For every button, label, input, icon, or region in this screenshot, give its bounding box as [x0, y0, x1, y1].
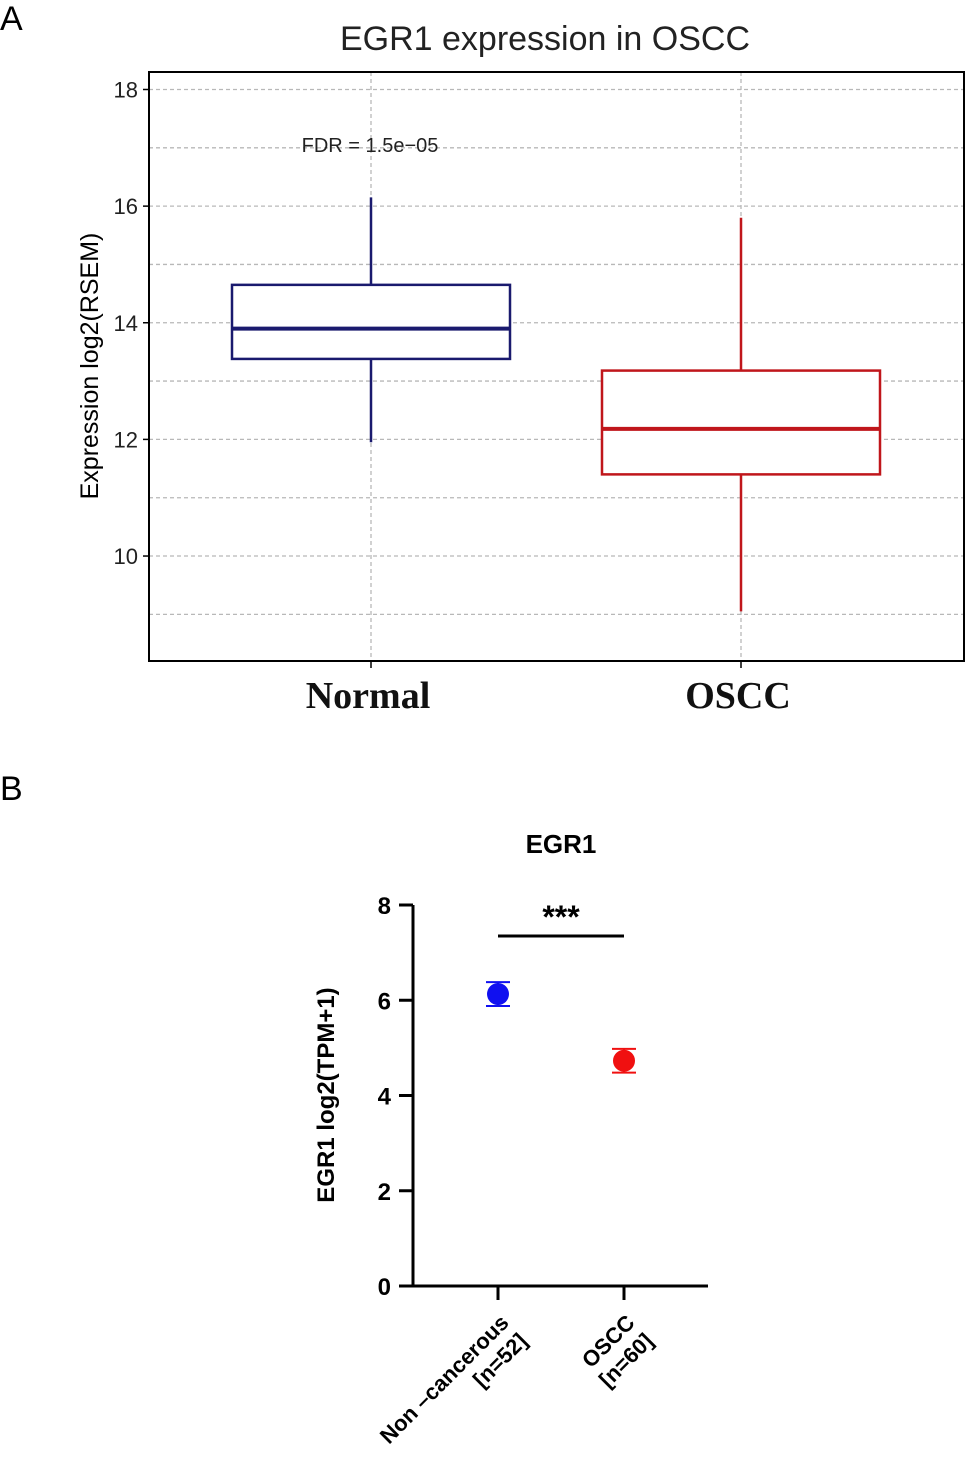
- y-tick-label: 16: [114, 194, 138, 219]
- panel-a-boxes: [230, 197, 882, 612]
- iqr-box: [600, 369, 882, 476]
- y-tick-label: 0: [378, 1274, 391, 1301]
- mean-marker: [613, 1049, 635, 1072]
- y-tick-label: 10: [114, 544, 138, 569]
- box-normal: [230, 197, 512, 443]
- panel-b-points: [486, 981, 636, 1074]
- y-tick-label: 2: [378, 1179, 391, 1206]
- panel-a-y-axis: 10 12 14 16 18: [114, 77, 149, 569]
- panel-label-a: A: [0, 0, 23, 38]
- y-tick-label: 8: [378, 893, 391, 920]
- x-tick-label: Normal: [306, 675, 431, 717]
- panel-b-y-axis: 0 2 4 6 8: [378, 893, 413, 1301]
- panel-b-y-axis-label: EGR1 log2(TPM+1): [313, 987, 340, 1202]
- panel-b-significance: ***: [498, 899, 624, 938]
- mean-marker: [487, 983, 509, 1006]
- panel-a-y-axis-label: Expression log2(RSEM): [76, 233, 104, 500]
- x-tick-label: OSCC[n=60]: [576, 1310, 658, 1392]
- point-non-cancerous: [486, 981, 510, 1007]
- significance-stars: ***: [542, 899, 580, 935]
- y-tick-label: 6: [378, 988, 391, 1015]
- panel-b-chart: EGR1 0 2 4 6 8 *** Non –cancerous[n=52] OSCC[…: [313, 829, 708, 1466]
- panel-a-grid: [149, 72, 964, 661]
- x-tick-label: OSCC: [685, 675, 791, 717]
- panel-b-x-axis: Non –cancerous[n=52] OSCC[n=60]: [375, 1286, 658, 1466]
- panel-label-b: B: [0, 770, 23, 808]
- x-tick-label: Non –cancerous[n=52]: [375, 1310, 532, 1466]
- fdr-annotation: FDR = 1.5e−05: [302, 135, 439, 157]
- y-tick-label: 12: [114, 427, 138, 452]
- panel-a-x-axis: Normal OSCC: [306, 661, 791, 717]
- y-tick-label: 18: [114, 77, 138, 102]
- panel-a-title: EGR1 expression in OSCC: [340, 20, 750, 58]
- box-oscc: [600, 217, 882, 612]
- y-tick-label: 4: [378, 1084, 392, 1111]
- panel-b-title: EGR1: [526, 829, 597, 859]
- panel-b-axes: [411, 905, 708, 1288]
- iqr-box: [230, 283, 512, 361]
- y-tick-label: 14: [114, 311, 138, 336]
- panel-a-chart: EGR1 expression in OSCC 10 12 14 16 18 Norma…: [76, 20, 965, 717]
- point-oscc: [612, 1047, 636, 1074]
- panel-a-plot-frame: [148, 71, 965, 662]
